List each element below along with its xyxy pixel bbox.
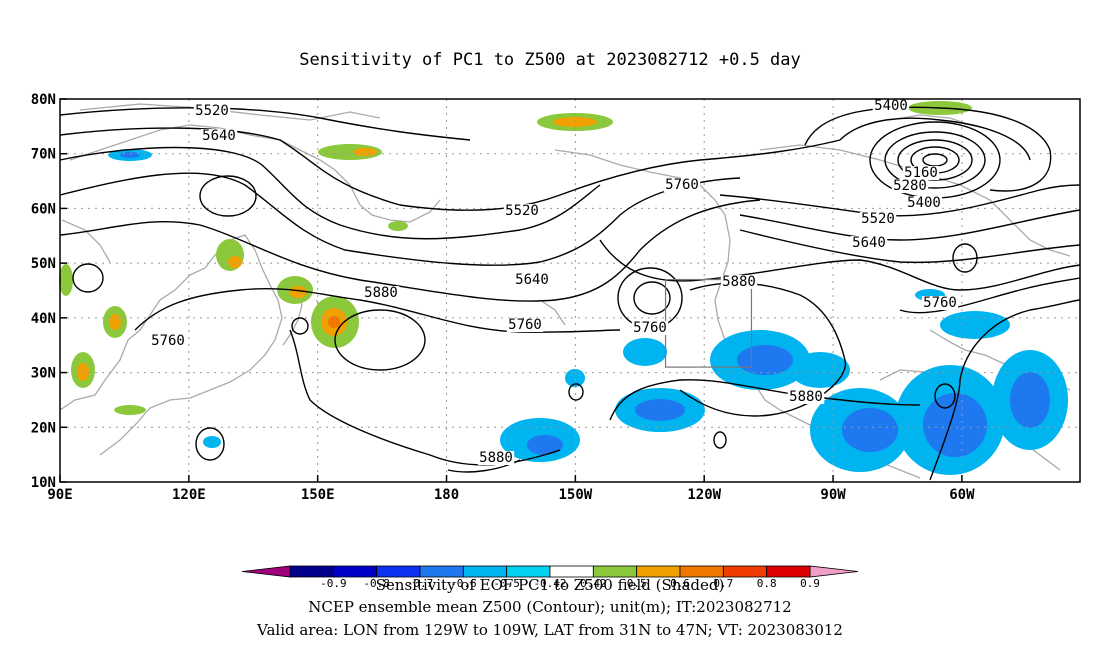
contour-label: 5400	[907, 195, 941, 211]
contour-label-bg	[787, 390, 825, 404]
contour-label-bg	[193, 104, 231, 118]
colorbar-tick-label: 0.42	[580, 577, 607, 590]
tick-label-lat: 60N	[31, 201, 56, 217]
positive-shading-peak	[328, 316, 340, 328]
tick-label-lon: 120W	[687, 487, 721, 503]
contour-label-bg	[477, 451, 515, 465]
contour-label: 5520	[861, 211, 895, 227]
map-axes: 90E 120E 150E 180 150W 120W 90W 60W 10N 20N 30N 40N…	[31, 92, 975, 503]
contour-label-bg	[921, 296, 959, 310]
tick-label-lon: 90E	[47, 487, 72, 503]
colorbar-tick-label: -0.9	[320, 577, 347, 590]
colorbar-tick-label: 0.9	[800, 577, 820, 590]
contour-label-bg	[872, 99, 910, 113]
colorbar: -0.9 -0.8 -0.7 -0.6 -0.5 -0.42 0.42 0.5 0.6 0.7 0.…	[241, 565, 859, 590]
tick-label-lon: 180	[434, 487, 459, 503]
gridlines	[60, 99, 1080, 482]
sensitivity-shading	[59, 101, 1068, 475]
contour-label: 5880	[722, 274, 756, 290]
tick-label-lat: 40N	[31, 311, 56, 327]
tick-label-lat: 20N	[31, 420, 56, 436]
contour-label: 5880	[789, 389, 823, 405]
footer-line-1: NCEP ensemble mean Z500 (Contour); unit(…	[308, 598, 792, 616]
contour-label: 5640	[852, 235, 886, 251]
contour-label: 5760	[508, 317, 542, 333]
tick-label-lon: 150E	[301, 487, 335, 503]
contour-label: 5400	[874, 98, 908, 114]
contour-label: 5640	[515, 272, 549, 288]
negative-shading-strong	[120, 152, 1050, 457]
contour-label-bg	[513, 273, 551, 287]
contour-label: 5520	[195, 103, 229, 119]
contour-label: 5880	[479, 450, 513, 466]
tick-label-lat: 10N	[31, 475, 56, 491]
tick-label-lon: 150W	[559, 487, 593, 503]
colorbar-tick-label: 0.5	[627, 577, 647, 590]
contour-label: 5160	[904, 165, 938, 181]
contour-label-bg	[720, 275, 758, 289]
contour-label-bg	[631, 321, 669, 335]
contour-label: 5760	[633, 320, 667, 336]
colorbar-swatch	[766, 565, 811, 578]
colorbar-tick-label: -0.42	[533, 577, 566, 590]
contour-label-bg	[902, 166, 940, 180]
tick-label-lon: 60W	[949, 487, 975, 503]
contour-label-bg	[891, 179, 929, 193]
z500-contours	[59, 106, 1081, 481]
contour-label-bg	[506, 318, 544, 332]
contour-label-bg	[905, 196, 943, 210]
tick-label-lon: 120E	[172, 487, 206, 503]
contour-label: 5760	[151, 333, 185, 349]
contour-label-bg	[149, 334, 187, 348]
colorbar-tick-label: -0.5	[493, 577, 520, 590]
contour-label: 5760	[665, 177, 699, 193]
negative-shading	[108, 149, 1068, 475]
colorbar-tick-label: 0.6	[670, 577, 690, 590]
figure-title: Sensitivity of PC1 to Z500 at 2023082712…	[299, 50, 801, 70]
contour-label-bg	[859, 212, 897, 226]
footer-line-2: Valid area: LON from 129W to 109W, LAT f…	[257, 621, 843, 639]
tick-label-lat: 80N	[31, 92, 56, 108]
tick-label-lat: 30N	[31, 366, 56, 382]
tick-label-lat: 70N	[31, 147, 56, 163]
colorbar-tick-label: -0.7	[407, 577, 434, 590]
contour-label: 5640	[202, 128, 236, 144]
contour-label-bg	[362, 286, 400, 300]
contour-label-bg	[503, 204, 541, 218]
contour-label-bg	[200, 129, 238, 143]
tick-label-lat: 50N	[31, 256, 56, 272]
contour-label-bg	[850, 236, 888, 250]
colorbar-tick-label: -0.6	[450, 577, 477, 590]
contour-label: 5760	[923, 295, 957, 311]
colorbar-tick-label: 0.7	[713, 577, 733, 590]
contour-label: 5520	[505, 203, 539, 219]
contour-label-bg	[663, 178, 701, 192]
colorbar-tick-label: 0.8	[757, 577, 777, 590]
contour-label: 5880	[364, 285, 398, 301]
contour-labels: 5520 5640 5520 5760 5640 5760 5880 5760 5880 5880…	[149, 98, 959, 466]
colorbar-tick-label: -0.8	[363, 577, 390, 590]
map-frame	[59, 98, 1081, 483]
tick-label-lon: 90W	[820, 487, 846, 503]
colorbar-label: Sensitivity of EOF PC1 to Z500 field (Sh…	[375, 576, 725, 594]
contour-label: 5280	[893, 178, 927, 194]
